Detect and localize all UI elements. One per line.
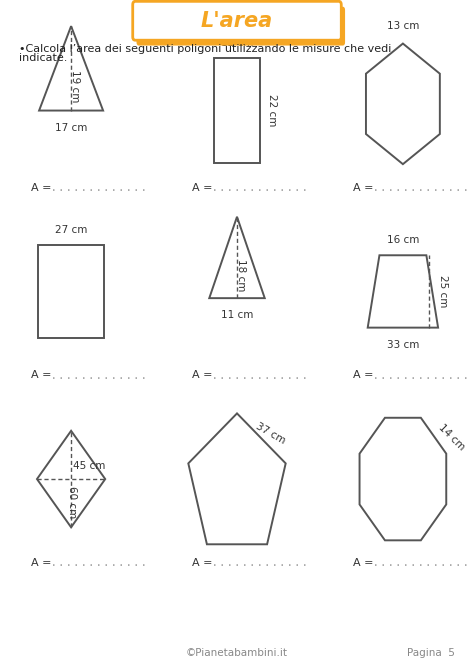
- Text: indicate.: indicate.: [19, 53, 67, 63]
- Text: 12 cm: 12 cm: [221, 38, 253, 48]
- Text: .............: .............: [211, 556, 309, 570]
- Text: A =: A =: [31, 371, 55, 380]
- Text: 25 cm: 25 cm: [438, 275, 448, 308]
- Text: A =: A =: [192, 183, 216, 192]
- Text: A =: A =: [192, 558, 216, 567]
- Text: 14 cm: 14 cm: [437, 423, 467, 452]
- Text: A =: A =: [353, 183, 377, 192]
- Text: .............: .............: [50, 369, 147, 382]
- Text: 45 cm: 45 cm: [73, 461, 106, 471]
- Text: .............: .............: [50, 556, 147, 570]
- Text: ©Pianetabambini.it: ©Pianetabambini.it: [186, 648, 288, 658]
- Text: .............: .............: [211, 369, 309, 382]
- Text: 22 cm: 22 cm: [266, 94, 277, 127]
- Text: 37 cm: 37 cm: [254, 421, 287, 446]
- Text: .............: .............: [372, 556, 470, 570]
- Text: A =: A =: [353, 558, 377, 567]
- Text: .............: .............: [211, 181, 309, 194]
- Text: 11 cm: 11 cm: [221, 310, 253, 320]
- Text: 19 cm: 19 cm: [70, 70, 80, 103]
- Text: 33 cm: 33 cm: [387, 340, 419, 350]
- Text: A =: A =: [353, 371, 377, 380]
- Text: A =: A =: [31, 558, 55, 567]
- Text: A =: A =: [192, 371, 216, 380]
- Text: L'area: L'area: [201, 11, 273, 31]
- Text: 60 cm: 60 cm: [67, 486, 77, 518]
- Text: .............: .............: [372, 181, 470, 194]
- Text: 18 cm: 18 cm: [236, 259, 246, 291]
- Text: .............: .............: [372, 369, 470, 382]
- Text: A =: A =: [31, 183, 55, 192]
- Text: Pagina  5: Pagina 5: [407, 648, 455, 658]
- Text: 13 cm: 13 cm: [387, 21, 419, 31]
- Text: •Calcola l’area dei seguenti poligoni utilizzando le misure che vedi: •Calcola l’area dei seguenti poligoni ut…: [19, 44, 392, 54]
- Text: 27 cm: 27 cm: [55, 224, 87, 234]
- Text: 16 cm: 16 cm: [387, 235, 419, 245]
- Text: 17 cm: 17 cm: [55, 123, 87, 133]
- Text: .............: .............: [50, 181, 147, 194]
